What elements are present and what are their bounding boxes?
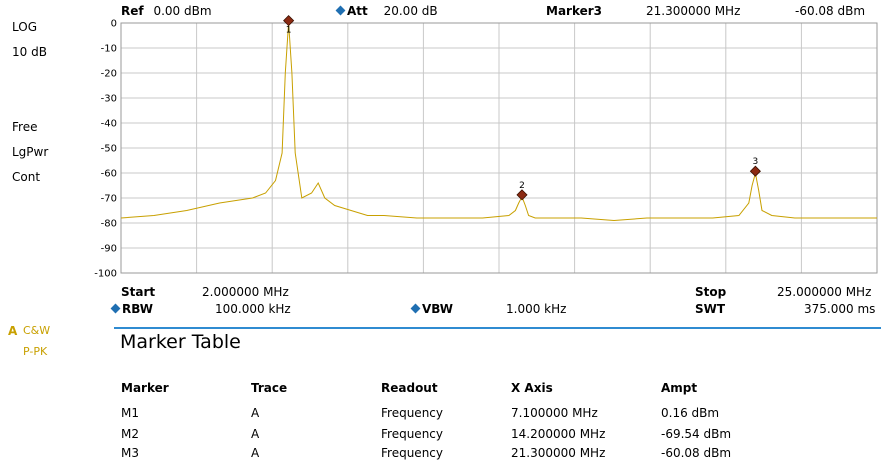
y-tick-label: 0 — [111, 19, 117, 30]
start-label: Start — [121, 285, 156, 299]
readout-cell: Frequency — [381, 427, 443, 441]
scale-div: 10 dB — [12, 45, 47, 59]
ref-level[interactable]: Ref 0.00 dBm — [121, 4, 212, 18]
stop-value[interactable]: 25.000000 MHz — [777, 285, 872, 299]
divider — [114, 327, 881, 329]
vbw-setting[interactable]: VBW — [410, 302, 454, 316]
x-axis-cell: 21.300000 MHz — [511, 446, 606, 460]
marker-cell: M1 — [121, 406, 139, 420]
trace-cell: A — [251, 406, 260, 420]
y-tick-label: -30 — [101, 94, 117, 105]
trace-cell: A — [251, 446, 260, 460]
diamond-icon — [410, 303, 421, 314]
y-tick-label: -10 — [101, 44, 117, 55]
marker-number-label: 2 — [519, 181, 525, 191]
start-value[interactable]: 2.000000 MHz — [202, 285, 289, 299]
rbw-value[interactable]: 100.000 kHz — [215, 302, 291, 316]
marker-readout-ampt: -60.08 dBm — [795, 4, 866, 18]
trace-cell: A — [251, 427, 260, 441]
rbw-label: RBW — [122, 302, 153, 316]
y-tick-label: -20 — [101, 69, 117, 80]
x-axis-cell: 7.100000 MHz — [511, 406, 598, 420]
y-tick-label: -60 — [101, 169, 117, 180]
vbw-label: VBW — [422, 302, 454, 316]
marker-number-label: 1 — [286, 26, 292, 36]
col-header-marker: Marker — [121, 381, 169, 395]
y-tick-label: -90 — [101, 244, 117, 255]
y-tick-label: -70 — [101, 194, 117, 205]
plot-frame — [120, 22, 878, 274]
marker-cell: M2 — [121, 427, 139, 441]
att-value: 20.00 dB — [383, 4, 438, 18]
ref-value: 0.00 dBm — [153, 4, 212, 18]
vbw-value[interactable]: 1.000 kHz — [506, 302, 567, 316]
diamond-icon — [110, 303, 121, 314]
ref-label: Ref — [121, 4, 144, 18]
y-tick-label: -40 — [101, 119, 117, 130]
col-header-ampt: Ampt — [661, 381, 698, 395]
marker-readout-freq: 21.300000 MHz — [646, 4, 741, 18]
rbw-setting[interactable]: RBW — [110, 302, 153, 316]
marker-diamond[interactable] — [283, 15, 295, 27]
trace-detector[interactable]: P-PK — [23, 345, 48, 358]
ampt-cell: 0.16 dBm — [661, 406, 720, 420]
scale-type: LOG — [12, 20, 38, 34]
att-label: Att — [347, 4, 368, 18]
marker-diamond[interactable] — [516, 189, 528, 201]
marker-table-title: Marker Table — [120, 331, 241, 353]
marker-cell: M3 — [121, 446, 139, 460]
marker-number-label: 3 — [753, 157, 759, 167]
trace-a-line — [120, 22, 877, 222]
col-header-readout: Readout — [381, 381, 438, 395]
stop-label: Stop — [695, 285, 727, 299]
marker-diamond[interactable] — [749, 165, 761, 177]
x-axis-cell: 14.200000 MHz — [511, 427, 606, 441]
readout-cell: Frequency — [381, 406, 443, 420]
ampt-cell: -69.54 dBm — [661, 427, 732, 441]
readout-cell: Frequency — [381, 446, 443, 460]
trigger-mode: Free — [12, 120, 38, 134]
marker-readout-label: Marker3 — [546, 4, 603, 18]
y-tick-label: -50 — [101, 144, 117, 155]
sweep-mode: Cont — [12, 170, 41, 184]
y-tick-label: -80 — [101, 219, 117, 230]
swt-label: SWT — [695, 302, 726, 316]
trace-mode[interactable]: C&W — [23, 324, 51, 337]
detector-mode: LgPwr — [12, 145, 49, 159]
attenuation[interactable]: Att 20.00 dB — [335, 4, 438, 18]
trace-letter[interactable]: A — [8, 324, 18, 338]
col-header-trace: Trace — [251, 381, 288, 395]
ampt-cell: -60.08 dBm — [661, 446, 732, 460]
col-header-x-axis: X Axis — [511, 381, 553, 395]
swt-value[interactable]: 375.000 ms — [804, 302, 876, 316]
y-tick-label: -100 — [94, 269, 117, 280]
spectrum-plot[interactable]: 0 -10 -20 -30 -40 -50 -60 -70 -80 -90 -100 1 2 3 — [0, 0, 881, 285]
